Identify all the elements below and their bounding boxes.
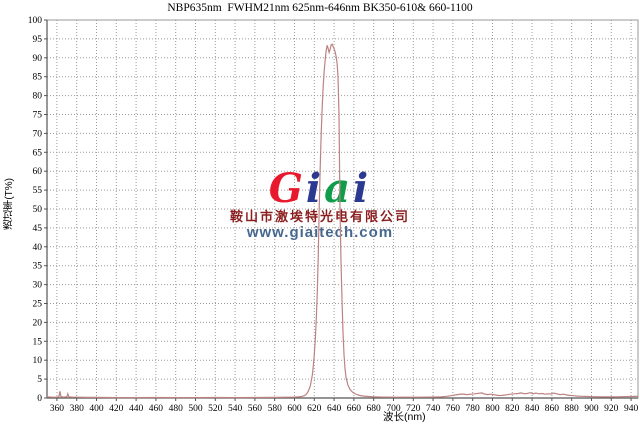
svg-text:540: 540 [228, 404, 243, 414]
svg-text:900: 900 [584, 404, 599, 414]
svg-text:680: 680 [367, 404, 382, 414]
svg-text:5: 5 [37, 375, 42, 385]
svg-text:840: 840 [525, 404, 540, 414]
svg-text:640: 640 [327, 404, 342, 414]
chart-title: NBP635nm FWHM21nm 625nm-646nm BK350-610&… [167, 2, 473, 14]
svg-text:720: 720 [406, 404, 421, 414]
svg-text:660: 660 [347, 404, 362, 414]
svg-text:85: 85 [33, 73, 43, 83]
svg-text:75: 75 [33, 111, 43, 121]
svg-text:45: 45 [33, 224, 43, 234]
svg-text:800: 800 [485, 404, 500, 414]
svg-text:95: 95 [33, 35, 43, 45]
svg-text:620: 620 [307, 404, 322, 414]
svg-text:50: 50 [33, 205, 43, 215]
svg-text:65: 65 [33, 148, 43, 158]
svg-text:55: 55 [33, 186, 43, 196]
gridlines [47, 20, 638, 398]
logo-letter: G [268, 165, 306, 212]
svg-text:880: 880 [565, 404, 580, 414]
svg-text:520: 520 [208, 404, 223, 414]
svg-text:480: 480 [169, 404, 184, 414]
svg-text:10: 10 [33, 356, 43, 366]
svg-text:860: 860 [545, 404, 560, 414]
svg-text:440: 440 [129, 404, 144, 414]
svg-text:35: 35 [33, 262, 43, 272]
svg-text:400: 400 [89, 404, 104, 414]
svg-text:500: 500 [188, 404, 203, 414]
website-url: www.giaitech.com [246, 224, 394, 241]
svg-text:760: 760 [446, 404, 461, 414]
svg-text:460: 460 [149, 404, 164, 414]
svg-text:600: 600 [287, 404, 302, 414]
svg-text:920: 920 [604, 404, 619, 414]
svg-text:700: 700 [386, 404, 401, 414]
tick-labels: 360 380 400 420 440 460 480 500 520 540 560 580 600 6… [28, 16, 639, 414]
svg-text:30: 30 [33, 281, 43, 291]
svg-text:560: 560 [248, 404, 263, 414]
svg-text:740: 740 [426, 404, 441, 414]
svg-text:360: 360 [50, 404, 65, 414]
svg-text:15: 15 [33, 337, 43, 347]
svg-text:420: 420 [109, 404, 124, 414]
svg-text:70: 70 [33, 129, 43, 139]
svg-text:80: 80 [33, 92, 43, 102]
svg-text:60: 60 [33, 167, 43, 177]
giai-logo: Giai [0, 169, 640, 209]
svg-text:25: 25 [33, 300, 43, 310]
x-axis-label: 波长(nm) [383, 411, 426, 423]
logo-letter: i [305, 165, 325, 212]
svg-text:780: 780 [466, 404, 481, 414]
svg-text:380: 380 [70, 404, 85, 414]
svg-text:580: 580 [268, 404, 283, 414]
svg-text:0: 0 [37, 394, 42, 404]
logo-letter: i [353, 165, 372, 212]
svg-text:940: 940 [624, 404, 639, 414]
svg-text:820: 820 [505, 404, 520, 414]
svg-text:20: 20 [33, 318, 43, 328]
svg-text:90: 90 [33, 54, 43, 64]
logo-letter: a [324, 165, 354, 212]
svg-text:40: 40 [33, 243, 43, 253]
watermark: Giai 鞍山市激埃特光电有限公司 www.giaitech.com [0, 169, 640, 241]
transmission-line [46, 43, 639, 399]
svg-text:100: 100 [28, 16, 43, 26]
